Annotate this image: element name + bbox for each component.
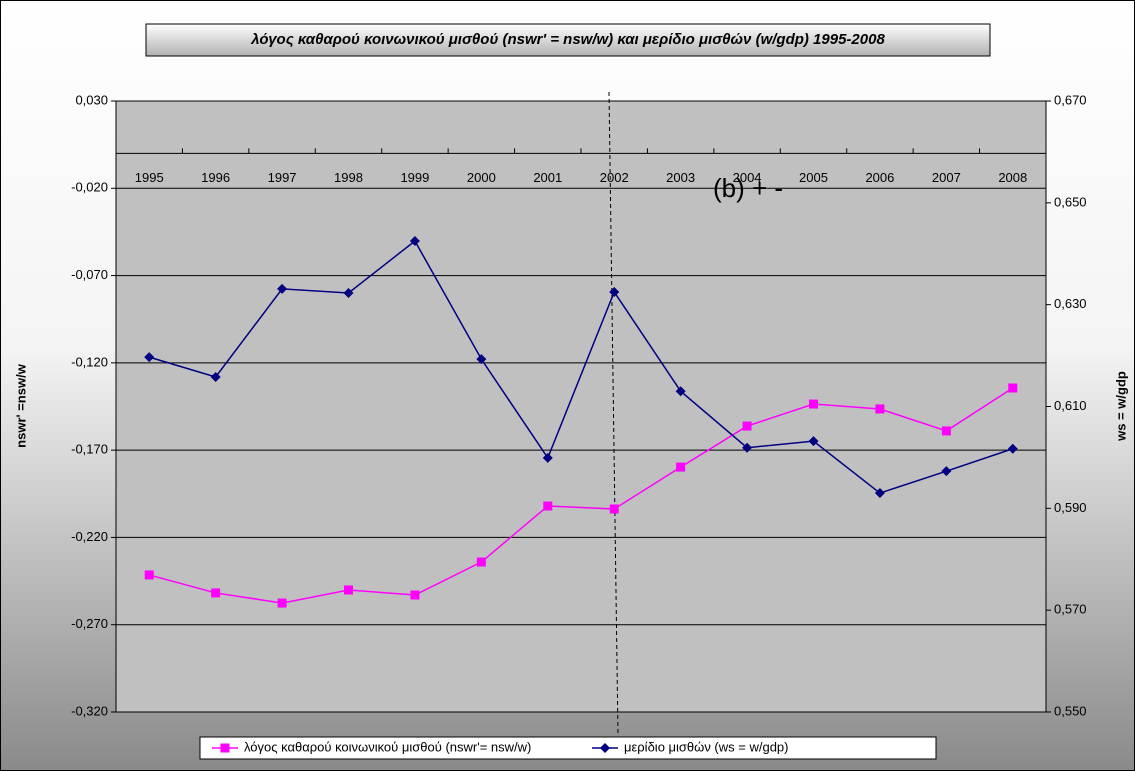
data-point <box>675 386 686 397</box>
data-point <box>941 426 951 436</box>
y2-tick-label: 0,590 <box>1054 500 1087 515</box>
legend-label: λόγος καθαρού κοινωνικού μισθού (nswr'= … <box>244 739 531 754</box>
data-point <box>1008 383 1018 393</box>
x-tick-label: 2004 <box>733 170 762 185</box>
x-tick-label: 1999 <box>400 170 429 185</box>
data-point <box>808 436 819 447</box>
y-tick-label: -0,220 <box>71 529 108 544</box>
data-point <box>144 352 155 363</box>
data-point <box>874 488 885 499</box>
y2-tick-label: 0,610 <box>1054 398 1087 413</box>
data-point <box>609 504 619 514</box>
data-point <box>277 598 287 608</box>
data-point <box>542 452 553 463</box>
y-axis-title: nswr' =nsw/w <box>13 363 28 448</box>
data-point <box>277 283 288 294</box>
y-tick-label: -0,120 <box>71 354 108 369</box>
data-point <box>609 286 620 297</box>
x-tick-label: 2001 <box>533 170 562 185</box>
x-tick-label: 2005 <box>799 170 828 185</box>
y-tick-label: -0,170 <box>71 442 108 457</box>
x-tick-label: 2002 <box>600 170 629 185</box>
y-tick-label: -0,270 <box>71 616 108 631</box>
data-point <box>676 462 686 472</box>
data-point <box>543 501 553 511</box>
series-line <box>148 239 1014 494</box>
legend <box>199 736 937 760</box>
y2-tick-label: 0,650 <box>1054 194 1087 209</box>
data-point <box>210 371 221 382</box>
x-tick-label: 1996 <box>201 170 230 185</box>
y2-tick-label: 0,670 <box>1054 92 1087 107</box>
data-point <box>809 399 818 409</box>
chart-title: λόγος καθαρού κοινωνικού μισθού (nswr' =… <box>250 31 885 48</box>
legend-swatch <box>220 743 230 753</box>
data-point <box>742 442 753 453</box>
y2-tick-label: 0,570 <box>1054 602 1087 617</box>
x-tick-label: 2003 <box>666 170 695 185</box>
data-point <box>409 236 420 247</box>
y-tick-label: -0,320 <box>71 703 108 718</box>
data-point <box>144 570 154 580</box>
grid <box>116 100 1046 713</box>
y2-tick-label: 0,550 <box>1054 703 1087 718</box>
data-point <box>941 466 952 477</box>
y2-tick-label: 0,630 <box>1054 296 1087 311</box>
x-tick-label: 2000 <box>467 170 496 185</box>
x-tick-label: 2008 <box>998 170 1027 185</box>
plot-area <box>116 101 1046 712</box>
x-tick-label: 1998 <box>334 170 363 185</box>
y2-axis-title: ws = w/gdp <box>1113 371 1128 442</box>
legend-label: μερίδιο μισθών (ws = w/gdp) <box>624 739 788 754</box>
data-point <box>344 585 353 595</box>
data-point <box>742 421 752 431</box>
data-point <box>875 404 885 414</box>
x-tick-label: 1997 <box>268 170 297 185</box>
x-tick-label: 2006 <box>865 170 894 185</box>
legend-swatch <box>600 743 610 753</box>
y-tick-label: 0,030 <box>75 92 108 107</box>
data-point <box>343 287 354 298</box>
x-tick-label: 1995 <box>135 170 164 185</box>
data-point <box>476 557 486 567</box>
data-point <box>410 590 420 600</box>
data-point <box>211 588 221 598</box>
y-tick-label: -0,020 <box>71 180 108 195</box>
annotation: (b) + - <box>713 173 783 203</box>
x-tick-label: 2007 <box>932 170 961 185</box>
data-point <box>1007 443 1018 454</box>
y-tick-label: -0,070 <box>71 267 108 282</box>
title-box <box>145 23 991 57</box>
series-line <box>149 387 1014 604</box>
data-point <box>476 354 487 365</box>
divider-line <box>608 91 619 736</box>
